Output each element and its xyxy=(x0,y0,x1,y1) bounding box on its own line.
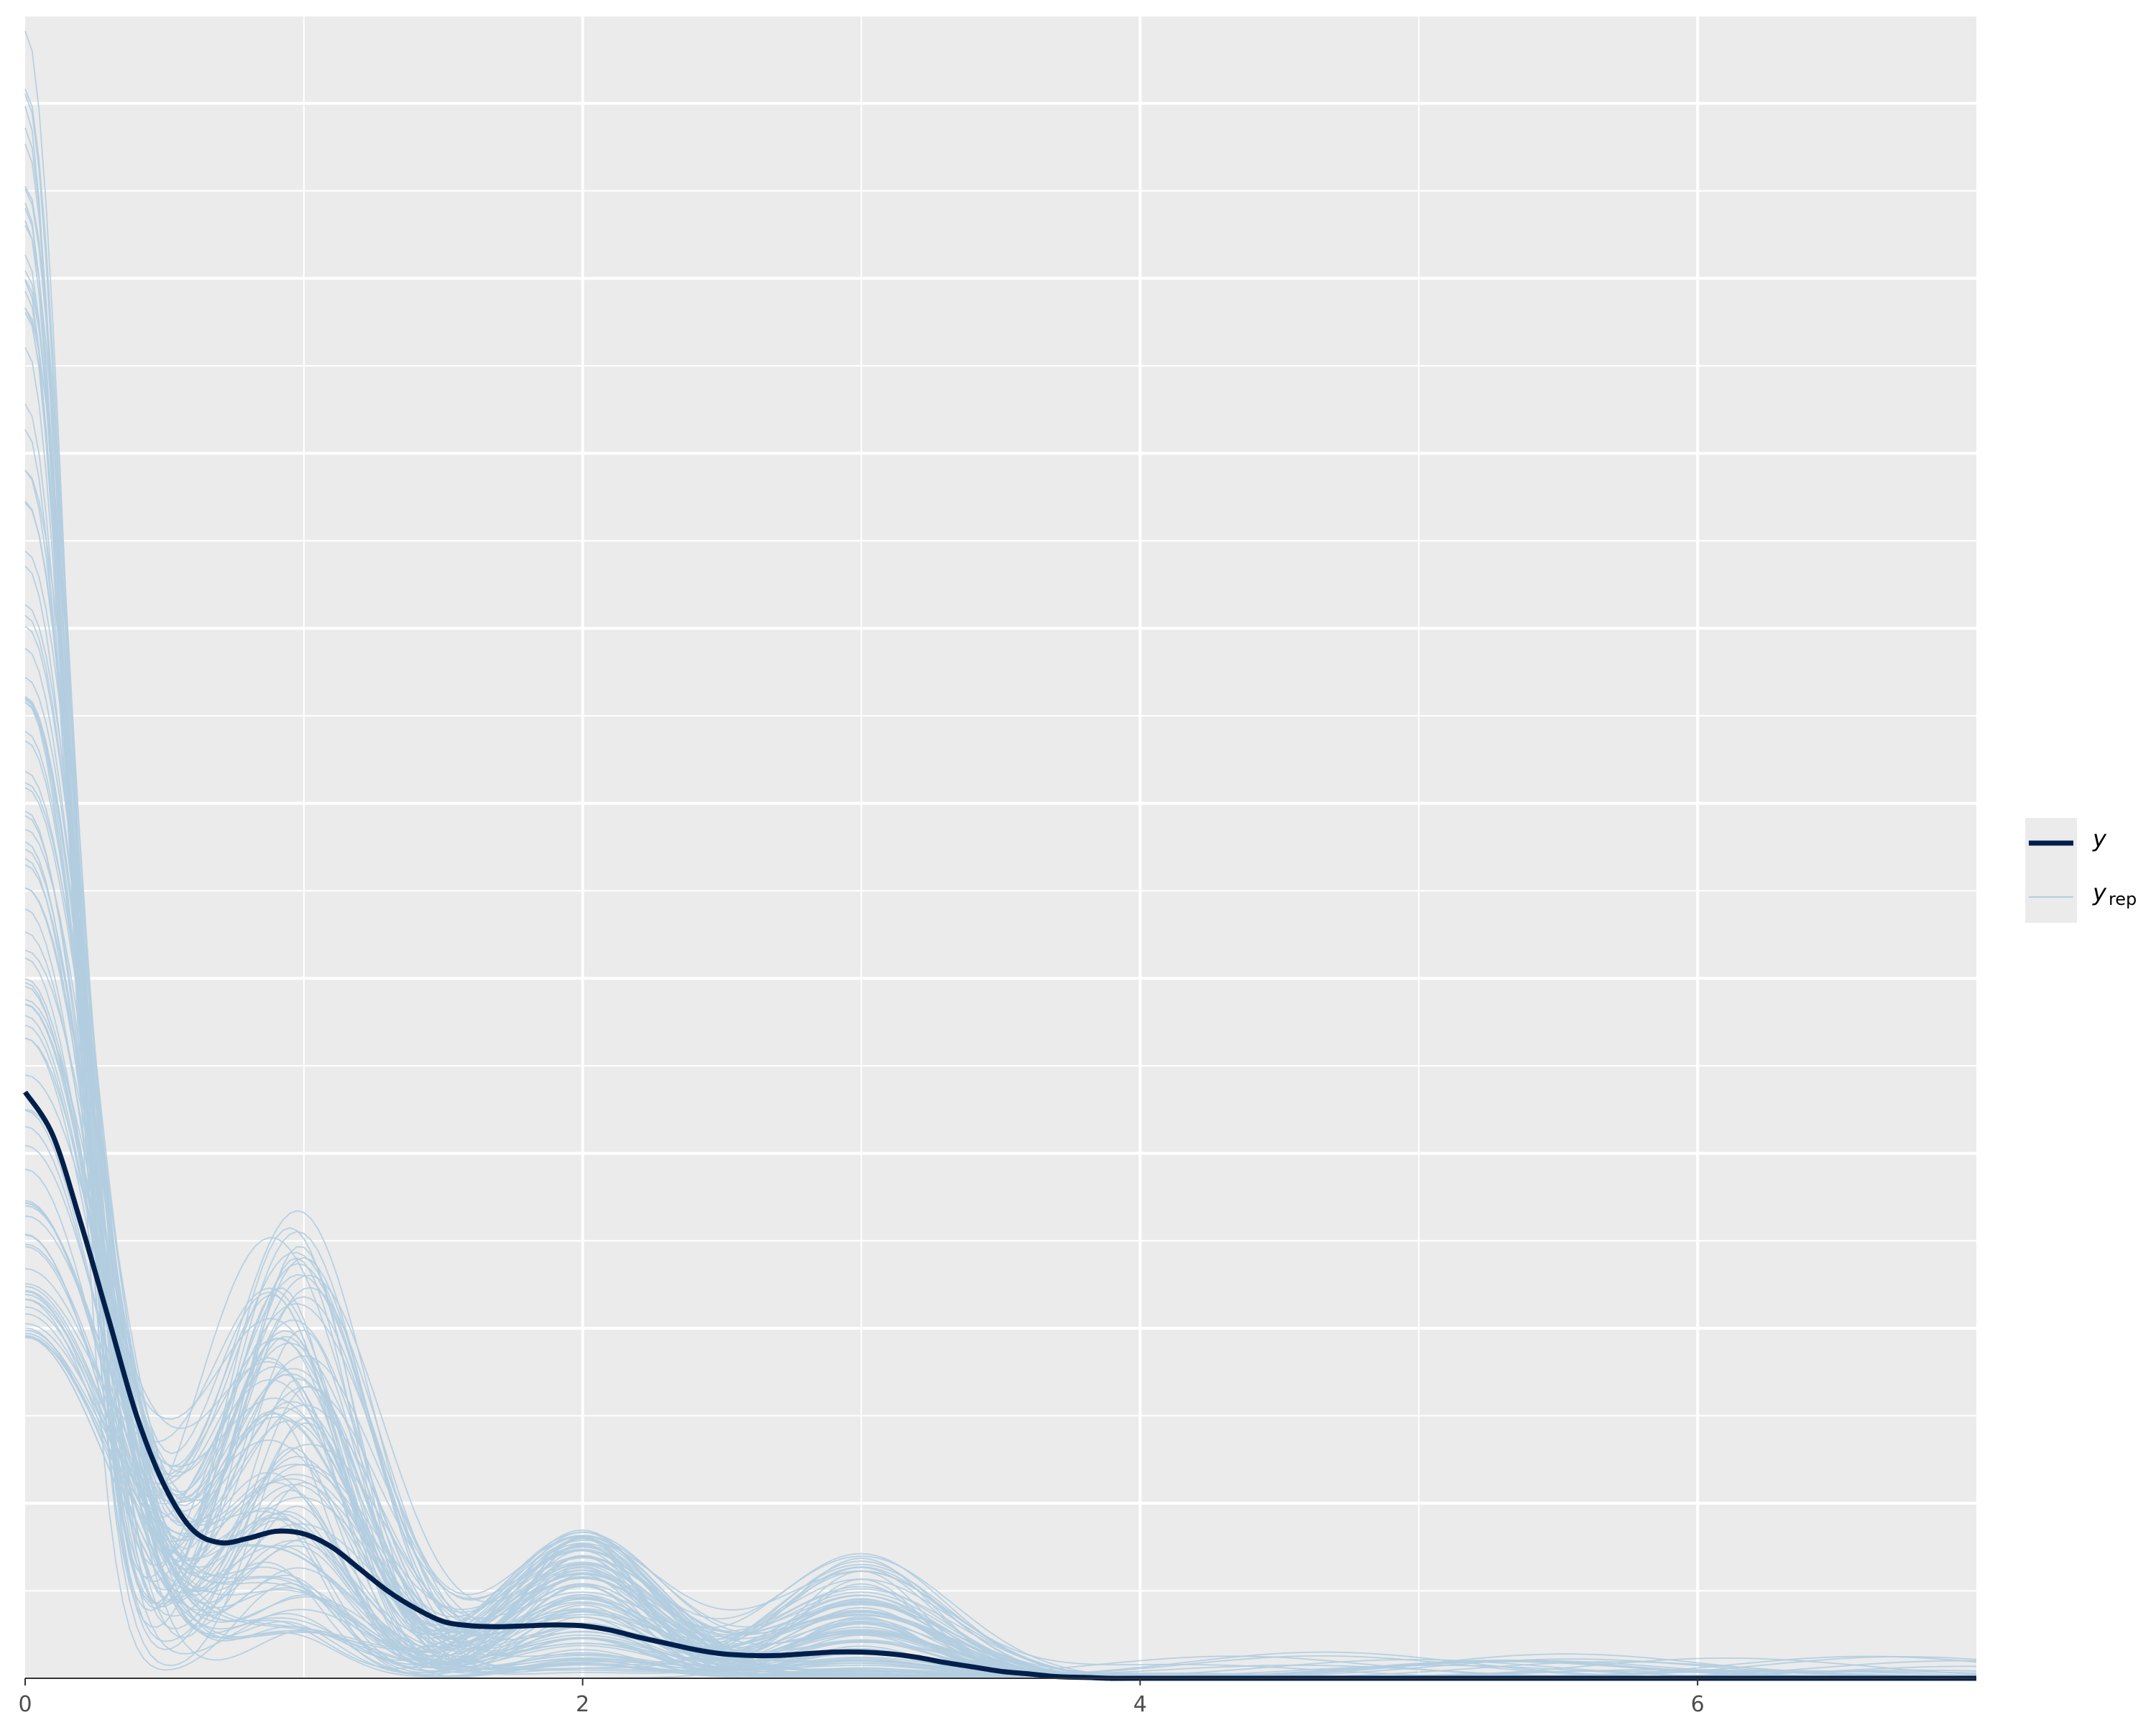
legend-label-yrep-subscript: rep xyxy=(2109,889,2137,909)
x-ticks: 0 2 4 6 xyxy=(18,1678,1705,1717)
major-grid xyxy=(25,16,1976,1678)
x-tick-label: 6 xyxy=(1691,1692,1705,1717)
plot-panel xyxy=(25,16,1976,1678)
legend-label-yrep: y rep xyxy=(2092,879,2137,909)
x-tick-label: 0 xyxy=(18,1692,32,1717)
legend-key-background xyxy=(2025,818,2077,923)
legend-label-yrep-main: y xyxy=(2092,879,2107,906)
legend: y y rep xyxy=(2025,818,2137,923)
x-tick-label: 4 xyxy=(1133,1692,1147,1717)
x-axis: 0 2 4 6 xyxy=(18,1678,1976,1717)
x-tick-label: 2 xyxy=(576,1692,589,1717)
yrep-line xyxy=(24,828,1976,1679)
legend-label-y: y xyxy=(2092,825,2107,852)
minor-grid xyxy=(25,15,1976,1678)
